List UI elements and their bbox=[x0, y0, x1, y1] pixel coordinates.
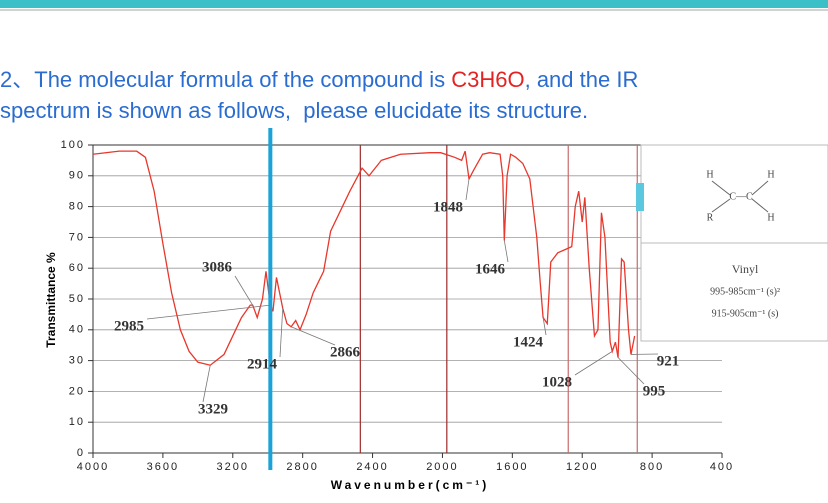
y-tick-label: 0 bbox=[77, 447, 85, 459]
annotation-label: 995 bbox=[643, 383, 666, 399]
spectrum-line bbox=[92, 150, 636, 366]
annotation-leader bbox=[290, 326, 336, 346]
annotation-label: 2985 bbox=[114, 318, 144, 334]
question-text: , and the IR bbox=[524, 67, 639, 92]
annotation-label: 3086 bbox=[202, 259, 233, 275]
x-tick-label: 1600 bbox=[496, 461, 528, 473]
y-tick-label: 80 bbox=[69, 201, 85, 213]
annotation-leader bbox=[503, 240, 509, 263]
x-tick-label: 800 bbox=[640, 461, 664, 473]
question-line: 2、The molecular formula of the compound … bbox=[0, 62, 638, 94]
annotation-label: 1646 bbox=[475, 261, 506, 277]
annotation-leader bbox=[574, 351, 613, 376]
y-tick-label: 10 bbox=[69, 416, 85, 428]
bond-line bbox=[711, 180, 731, 196]
y-tick-label: 40 bbox=[69, 324, 85, 336]
formula: C3H6O bbox=[451, 67, 525, 92]
annotation-leader bbox=[146, 304, 271, 320]
question-text: spectrum is shown as follows, please elu… bbox=[0, 98, 589, 123]
annotation-label: 2866 bbox=[330, 344, 361, 360]
y-axis-label: Transmittance % bbox=[44, 252, 58, 348]
atom: C—C bbox=[729, 191, 753, 202]
y-tick-label: 20 bbox=[69, 385, 85, 397]
y-tick-label: 30 bbox=[69, 355, 85, 367]
inset-tab bbox=[636, 183, 644, 211]
band: 915-905cm⁻¹ (s) bbox=[712, 308, 779, 319]
bond-line bbox=[751, 198, 769, 213]
annotation-label: 921 bbox=[657, 353, 680, 369]
question-line: spectrum is shown as follows, please elu… bbox=[0, 98, 588, 124]
group-name: Vinyl bbox=[732, 262, 759, 276]
annotation-leader bbox=[234, 275, 254, 306]
x-tick-label: 1200 bbox=[566, 461, 598, 473]
annotation-label: 2914 bbox=[247, 356, 278, 372]
top-bar bbox=[0, 0, 828, 8]
x-tick-label: 400 bbox=[710, 461, 734, 473]
x-tick-label: 2800 bbox=[286, 461, 318, 473]
y-tick-label: 90 bbox=[69, 170, 85, 182]
y-tick-label: 50 bbox=[69, 293, 85, 305]
annotation-leader bbox=[279, 308, 284, 358]
band: 995-985cm⁻¹ (s)² bbox=[710, 286, 780, 297]
annotation-label: 1848 bbox=[433, 199, 463, 215]
y-tick-label: 100 bbox=[61, 139, 85, 151]
question-number: 2、 bbox=[0, 67, 35, 92]
annotation-label: 1028 bbox=[542, 374, 572, 390]
x-tick-label: 2000 bbox=[426, 461, 458, 473]
x-tick-label: 4000 bbox=[77, 461, 109, 473]
x-tick-label: 3200 bbox=[217, 461, 249, 473]
atom: H bbox=[706, 169, 713, 180]
annotation-leader bbox=[617, 357, 645, 385]
annotation-leader bbox=[465, 178, 470, 201]
y-tick-label: 70 bbox=[69, 231, 85, 243]
x-tick-label: 3600 bbox=[147, 461, 179, 473]
annotation-leader bbox=[542, 317, 547, 336]
question-text: The molecular formula of the compound is bbox=[34, 67, 452, 92]
atom: H bbox=[767, 169, 774, 180]
annotation-leader bbox=[202, 365, 211, 403]
y-tick-label: 60 bbox=[69, 262, 85, 274]
bond-line bbox=[711, 198, 731, 213]
atom: R bbox=[707, 212, 714, 223]
x-tick-label: 2400 bbox=[356, 461, 388, 473]
annotation-label: 1424 bbox=[513, 334, 544, 350]
annotation-label: 3329 bbox=[198, 401, 228, 417]
atom: H bbox=[767, 212, 774, 223]
bond-line bbox=[751, 180, 769, 196]
x-axis-label: Wavenumber(cm⁻¹) bbox=[331, 478, 490, 492]
